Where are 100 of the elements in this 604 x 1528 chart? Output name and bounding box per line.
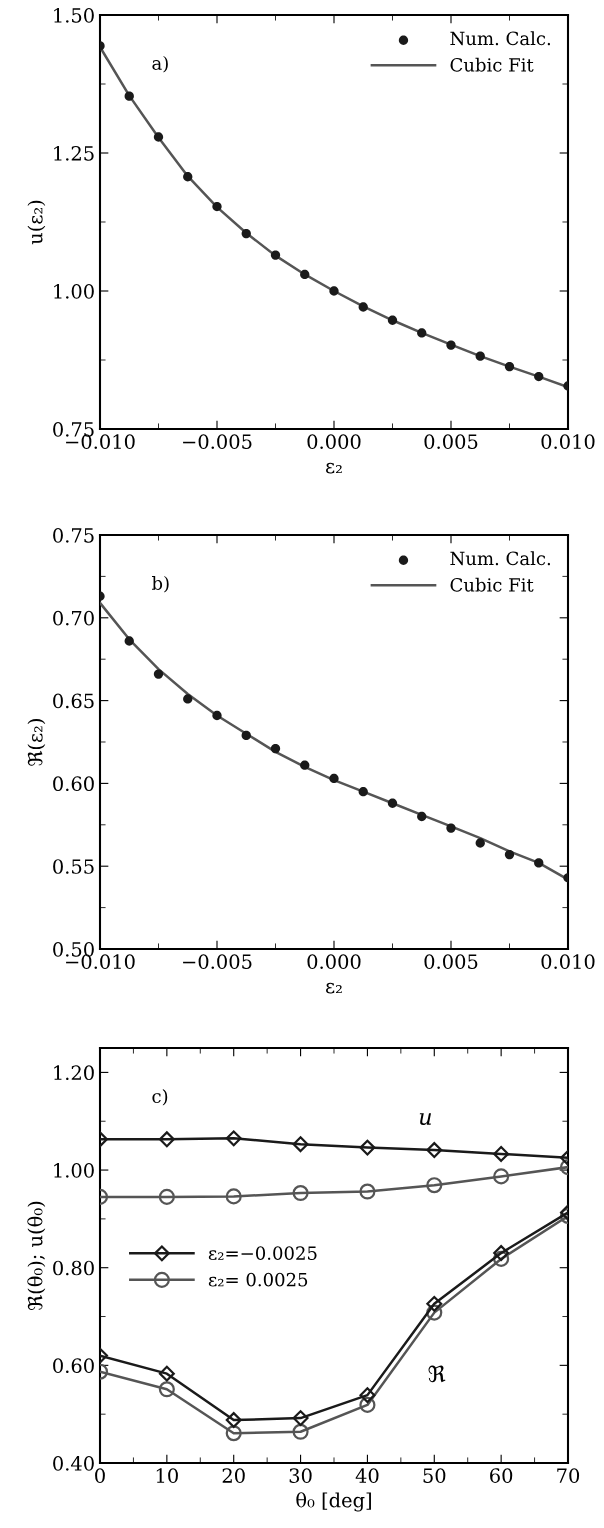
annotation: ℜ	[428, 1365, 446, 1383]
point	[292, 1136, 309, 1153]
legend-label: Cubic Fit	[450, 57, 534, 72]
point	[225, 1412, 242, 1429]
point	[158, 1381, 175, 1398]
point	[493, 1145, 510, 1162]
point	[183, 172, 193, 182]
point	[426, 1295, 443, 1312]
point	[417, 328, 427, 338]
x-tick-label: 0	[95, 1468, 105, 1483]
point	[534, 858, 544, 868]
point	[153, 669, 164, 679]
point	[493, 1168, 510, 1185]
point	[387, 315, 398, 325]
point	[225, 1130, 242, 1147]
x-tick-label: 10	[156, 1468, 178, 1483]
legend-label: Cubic Fit	[450, 577, 534, 592]
x-tick-label: −0.005	[183, 954, 252, 969]
y-tick-label: 0.40	[53, 1455, 94, 1471]
point	[358, 302, 368, 312]
y-tick-label: 0.80	[53, 1260, 94, 1276]
point	[504, 849, 515, 860]
x-tick-label: 20	[222, 1468, 245, 1483]
point	[426, 1177, 443, 1194]
y-axis-title: u(ε₂)	[27, 200, 46, 245]
annotation: u	[419, 1113, 431, 1125]
x-tick-label: 0.010	[541, 434, 595, 449]
point	[417, 811, 427, 822]
point	[359, 1396, 376, 1413]
x-tick-label: 50	[423, 1468, 446, 1483]
x-tick-label: 60	[490, 1468, 513, 1483]
x-tick-label: 0.005	[424, 434, 478, 449]
y-tick-label: 0.75	[53, 527, 94, 543]
point	[124, 91, 134, 101]
point	[504, 361, 515, 372]
legend-label: ε₂= 0.0025	[208, 1272, 308, 1287]
point	[534, 371, 544, 382]
legend-label: Num. Calc.	[450, 551, 551, 566]
point	[158, 1131, 175, 1148]
y-tick-label: 1.25	[54, 145, 94, 161]
point	[446, 340, 456, 350]
point	[300, 269, 310, 280]
y-tick-label: 1.00	[54, 1163, 94, 1178]
point	[493, 1250, 510, 1267]
y-tick-label: 1.00	[54, 283, 94, 299]
point	[359, 1387, 376, 1404]
legend-label: ε₂=−0.0025	[208, 1246, 317, 1261]
point	[446, 823, 456, 833]
point	[270, 250, 281, 260]
point	[359, 1139, 376, 1156]
legend-label: Num. Calc.	[450, 31, 551, 46]
point	[124, 636, 134, 646]
y-tick-label: 0.65	[53, 693, 94, 709]
point	[358, 787, 368, 797]
y-tick-label: 0.55	[53, 859, 94, 874]
point	[212, 710, 222, 721]
point	[329, 286, 339, 296]
x-axis-title: θ₀ [deg]	[296, 1492, 371, 1512]
x-tick-label: 0.000	[307, 434, 361, 449]
y-axis-title: ℜ(θ₀); u(θ₀)	[27, 1201, 46, 1310]
point	[153, 132, 164, 142]
point	[493, 1245, 510, 1262]
point	[270, 743, 281, 754]
point	[426, 1304, 443, 1321]
point	[183, 694, 193, 704]
y-tick-label: 0.60	[53, 776, 94, 792]
point	[426, 1142, 443, 1159]
x-tick-label: 70	[557, 1468, 580, 1483]
x-tick-label: 0.005	[424, 954, 478, 969]
point	[292, 1423, 309, 1440]
x-tick-label: 40	[355, 1468, 379, 1483]
y-tick-label: 1.20	[54, 1065, 94, 1081]
point	[158, 1365, 175, 1382]
point	[225, 1425, 242, 1442]
point	[292, 1184, 309, 1202]
point	[225, 1188, 242, 1205]
x-tick-label: −0.005	[183, 434, 252, 449]
y-tick-label: 1.50	[54, 7, 94, 23]
point	[241, 730, 251, 741]
x-axis-title: ε₂	[326, 982, 342, 994]
x-tick-label: 30	[289, 1468, 312, 1483]
point	[329, 773, 339, 784]
point	[212, 201, 222, 212]
annotation: b)	[152, 575, 169, 593]
y-axis-title: ℜ(ε₂)	[27, 719, 46, 766]
annotation: a)	[152, 55, 168, 73]
x-tick-label: 0.010	[541, 954, 595, 969]
point	[475, 838, 485, 848]
point	[158, 1188, 175, 1205]
point	[292, 1410, 309, 1427]
x-tick-label: 0.000	[307, 954, 361, 969]
point	[475, 351, 485, 361]
point	[387, 798, 398, 808]
y-tick-label: 0.70	[53, 610, 94, 626]
point	[359, 1183, 376, 1200]
annotation: c)	[152, 1089, 168, 1106]
point	[300, 760, 310, 770]
x-axis-title: ε₂	[326, 462, 342, 474]
point	[241, 228, 251, 239]
y-tick-label: 0.60	[53, 1358, 94, 1374]
